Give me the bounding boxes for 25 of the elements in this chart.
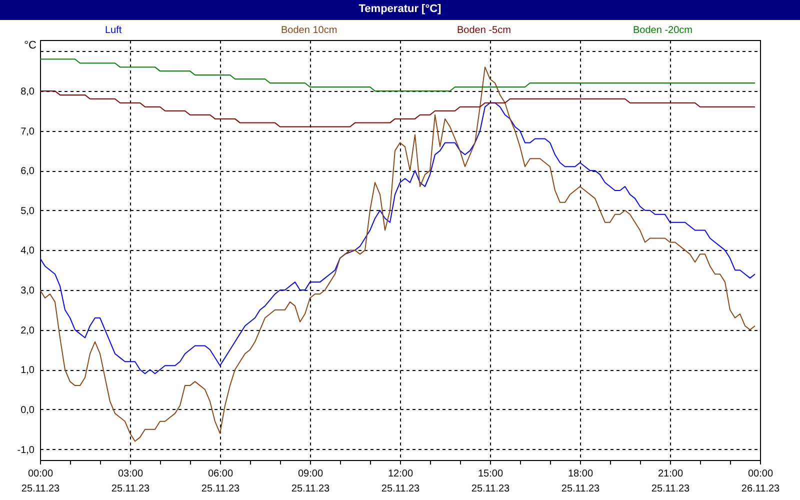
y-tick-label: 3,0 [20, 286, 35, 297]
y-tick-label: 2,0 [20, 325, 35, 336]
x-tick-label: 12:00 25.11.23 [381, 468, 420, 494]
x-tick-label: 03:00 25.11.23 [111, 468, 150, 494]
x-tick-label: 06:00 25.11.23 [201, 468, 240, 494]
x-tick-label: 00:00 25.11.23 [21, 468, 60, 494]
chart-title: Temperatur [°C] [358, 3, 442, 15]
y-axis-title: °C [24, 40, 37, 52]
x-tick-label: 15:00 25.11.23 [471, 468, 510, 494]
text: Boden 10cm [281, 25, 338, 36]
y-tick-label: 4,0 [20, 246, 35, 257]
y-tick-label: 6,0 [20, 166, 35, 178]
y-tick-label: 5,0 [20, 206, 35, 217]
y-tick-label: 0,0 [20, 404, 35, 416]
x-tick-label: 00:00 26.11.23 [741, 468, 780, 494]
text: Boden -20cm [633, 25, 692, 36]
y-tick-label: -1,0 [17, 444, 35, 456]
x-tick-label: 18:00 25.11.23 [561, 468, 600, 494]
y-tick-label: 8,0 [20, 86, 35, 98]
x-tick-label: 21:00 25.11.23 [651, 468, 690, 494]
x-tick-label: 09:00 25.11.23 [291, 468, 330, 494]
y-tick-label: 1,0 [20, 365, 35, 376]
y-tick-label: 7,0 [20, 126, 35, 138]
text: Boden -5cm [457, 25, 511, 36]
text: Luft [105, 25, 122, 36]
